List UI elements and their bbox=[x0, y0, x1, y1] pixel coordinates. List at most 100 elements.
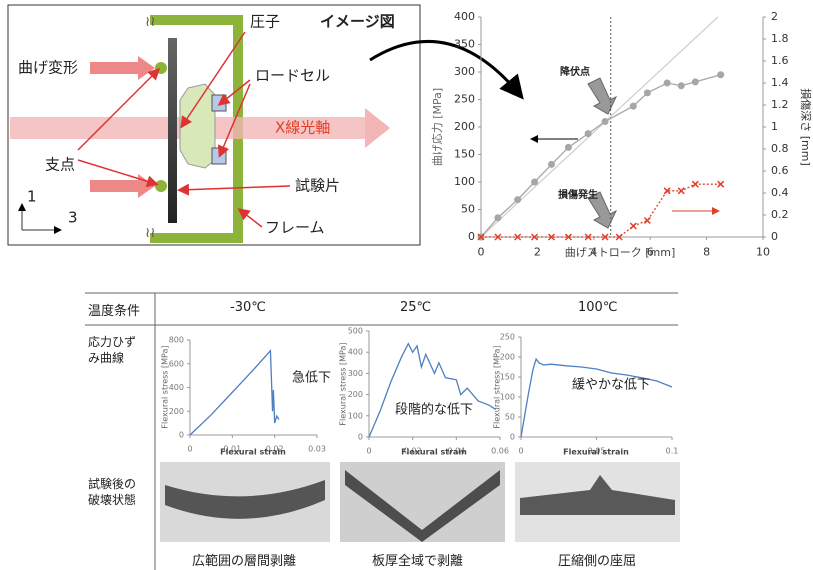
point bbox=[584, 130, 592, 138]
y-tick-label: 100 bbox=[348, 411, 363, 420]
y-tick-label: 400 bbox=[348, 348, 363, 357]
y-tick-label: 200 bbox=[500, 353, 515, 362]
annotation: 緩やかな低下 bbox=[572, 378, 650, 393]
annotation-arrow bbox=[587, 77, 618, 115]
point bbox=[629, 222, 637, 230]
y-tick-label: 500 bbox=[348, 327, 363, 336]
photo bbox=[160, 462, 680, 542]
point bbox=[514, 196, 522, 204]
label: 1 bbox=[27, 188, 37, 206]
y-tick-label: 400 bbox=[169, 383, 184, 392]
y2-axis-label: 損傷深さ [mm] bbox=[799, 88, 813, 166]
y-tick-label: 300 bbox=[454, 65, 475, 78]
point bbox=[548, 160, 555, 168]
label: 試験片 bbox=[295, 177, 340, 195]
series-line bbox=[368, 342, 496, 438]
point bbox=[717, 180, 725, 188]
point bbox=[643, 216, 651, 225]
caption: 広範囲の層間剥離 bbox=[192, 554, 297, 569]
y-axis-label: Flexural stress [MPa] bbox=[493, 345, 502, 428]
y2-tick-label: 1.2 bbox=[771, 98, 789, 111]
point bbox=[629, 102, 637, 110]
point bbox=[514, 233, 522, 241]
y-axis-label: Flexural stress [MPa] bbox=[339, 342, 348, 425]
point bbox=[601, 118, 609, 125]
break-mark: ≀≀ bbox=[145, 225, 156, 241]
xray-arrowhead bbox=[365, 108, 390, 148]
load-cell bbox=[211, 94, 227, 112]
y2-tick-label: 2 bbox=[771, 10, 778, 23]
x-tick-label: 0 bbox=[366, 447, 371, 456]
y-tick-label: 600 bbox=[169, 359, 184, 368]
x-tick-label: 0.02 bbox=[266, 445, 284, 454]
annotation: 損傷発生 bbox=[558, 188, 598, 201]
label: イメージ図 bbox=[320, 13, 395, 31]
indenter bbox=[179, 83, 216, 169]
link-arrow bbox=[369, 40, 524, 100]
y2-tick-label: 0 bbox=[771, 230, 778, 243]
y-tick-label: 400 bbox=[454, 10, 475, 23]
point bbox=[677, 82, 685, 90]
annotation-arrow bbox=[587, 191, 618, 229]
y2-tick-label: 1 bbox=[771, 120, 778, 133]
label: X線光軸 bbox=[275, 119, 330, 137]
support bbox=[155, 180, 167, 192]
label: フレーム bbox=[265, 219, 325, 237]
series-line bbox=[189, 349, 280, 436]
x-tick-label: 2 bbox=[534, 246, 541, 259]
point bbox=[531, 233, 539, 241]
point bbox=[615, 233, 623, 241]
y-tick-label: 200 bbox=[454, 120, 475, 133]
specimen bbox=[168, 38, 177, 223]
row-label: 試験後の破壊状態 bbox=[88, 477, 137, 507]
table-rules bbox=[85, 292, 678, 570]
point bbox=[663, 79, 671, 87]
point bbox=[547, 233, 556, 241]
y-axis-label: Flexural stress [MPa] bbox=[161, 345, 170, 428]
y-tick-label: 800 bbox=[169, 336, 184, 345]
y2-tick-label: 1.8 bbox=[771, 32, 789, 45]
y2-tick-label: 1.4 bbox=[771, 76, 789, 89]
y-tick-label: 100 bbox=[500, 393, 515, 402]
point bbox=[494, 214, 502, 222]
caption: 圧縮側の座屈 bbox=[558, 554, 637, 569]
y2-tick-label: 1.6 bbox=[771, 54, 789, 67]
point bbox=[584, 233, 592, 241]
y-tick-label: 0 bbox=[358, 433, 363, 442]
point bbox=[643, 89, 651, 97]
y-tick-label: 200 bbox=[348, 390, 363, 399]
header: -30℃ bbox=[230, 300, 266, 315]
label: 支点 bbox=[45, 156, 75, 174]
point bbox=[691, 180, 699, 188]
row-label: 応力ひずみ曲線 bbox=[88, 335, 137, 365]
y2-tick-label: 0.4 bbox=[771, 186, 789, 199]
annotation: 急低下 bbox=[292, 371, 331, 386]
leader-lines bbox=[77, 31, 291, 228]
y-tick-label: 0 bbox=[468, 230, 475, 243]
y-tick-label: 100 bbox=[454, 175, 475, 188]
x-tick-label: 0 bbox=[187, 445, 192, 454]
load-cell bbox=[211, 147, 227, 165]
point bbox=[564, 143, 572, 151]
point bbox=[691, 78, 699, 86]
point bbox=[663, 187, 671, 195]
point bbox=[717, 71, 725, 79]
y-tick-label: 350 bbox=[454, 38, 475, 51]
y-tick-label: 0 bbox=[179, 431, 184, 440]
point bbox=[494, 233, 502, 241]
label: 曲げ変形 bbox=[18, 59, 78, 77]
x-tick-label: 0.06 bbox=[491, 447, 509, 456]
x-axis-label: 曲げストローク [mm] bbox=[565, 246, 676, 259]
break-mark: ≀≀ bbox=[145, 14, 156, 30]
header: 100℃ bbox=[578, 300, 618, 315]
force-arrow bbox=[90, 180, 138, 192]
caption: 板厚全域で剥離 bbox=[372, 554, 464, 569]
x-tick-label: 4 bbox=[590, 246, 597, 259]
header: 25℃ bbox=[400, 300, 432, 315]
x-tick-label: 0.1 bbox=[666, 447, 679, 456]
x-axis-label: Flexural strain bbox=[220, 448, 286, 457]
y-tick-label: 200 bbox=[169, 407, 184, 416]
annotation: 段階的な低下 bbox=[395, 402, 473, 418]
y-tick-label: 50 bbox=[461, 203, 475, 216]
